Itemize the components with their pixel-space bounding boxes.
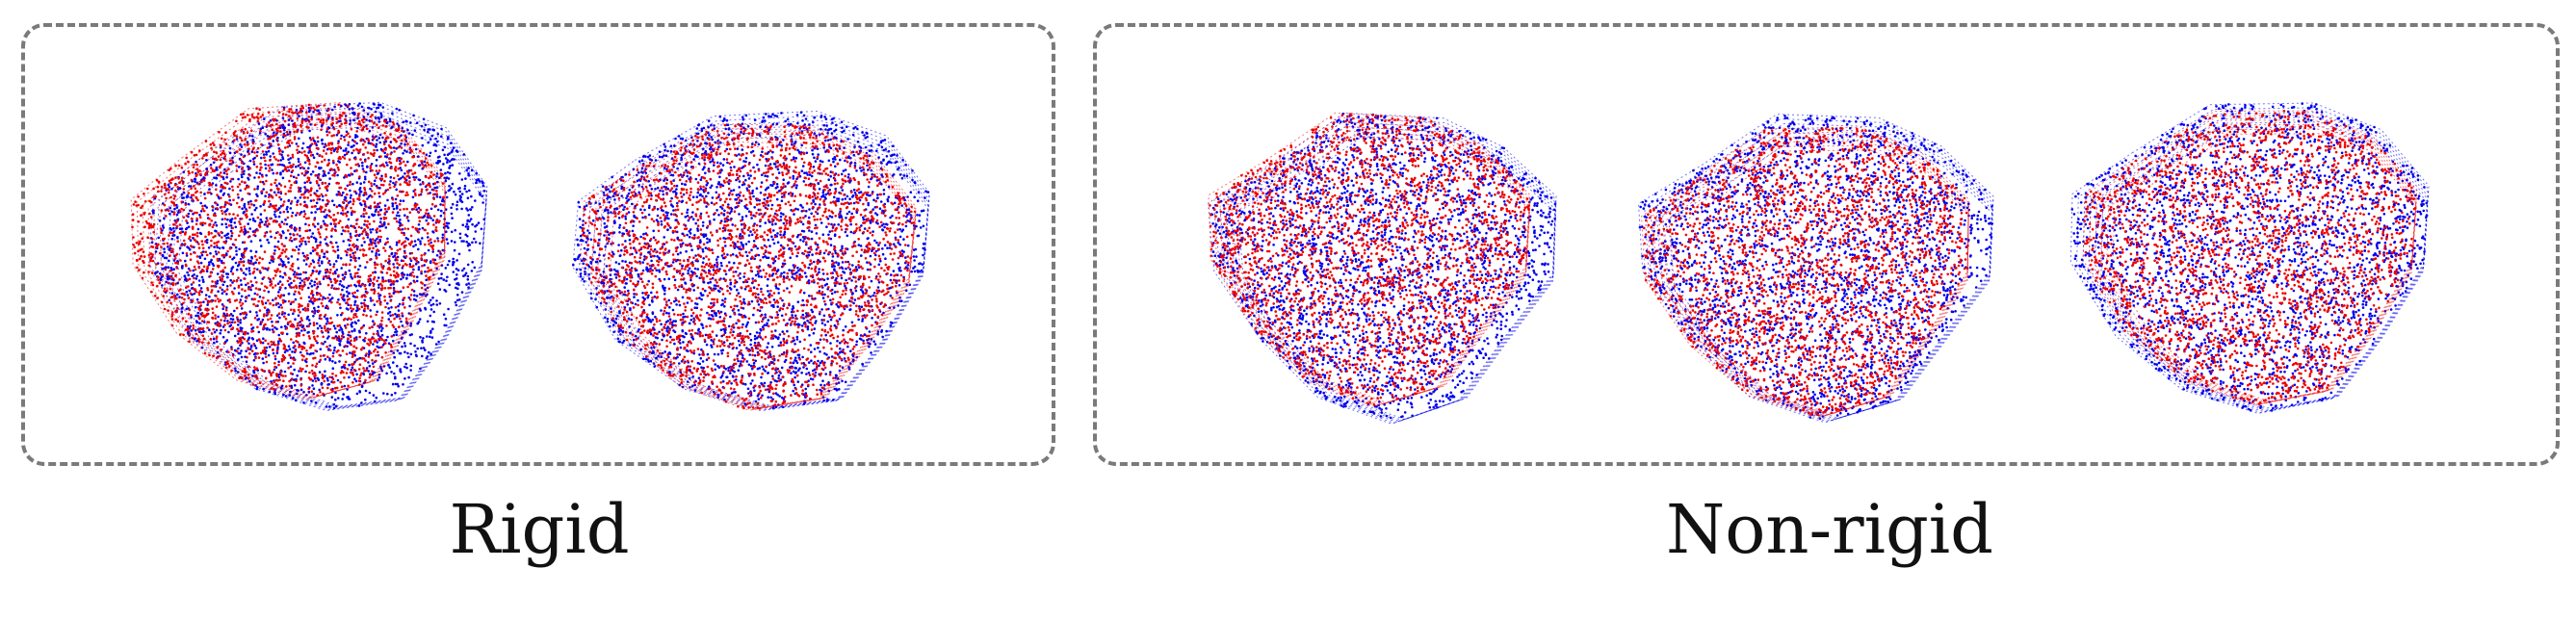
target-point-cloud	[1208, 112, 1531, 407]
rigid-panel-frame	[21, 23, 1055, 466]
rigid-caption: Rigid	[347, 491, 732, 568]
source-point-cloud	[1637, 114, 1994, 424]
nonrigid-caption: Non-rigid	[1627, 491, 2032, 568]
registration-pair-rigid-1	[130, 101, 488, 412]
registration-pair-rigid-2	[572, 110, 930, 412]
target-point-cloud	[580, 122, 917, 411]
registration-pair-nonrigid-1	[1208, 112, 1557, 425]
registration-pair-nonrigid-3	[2069, 102, 2430, 414]
target-point-cloud	[130, 102, 446, 400]
target-point-cloud	[2082, 110, 2418, 406]
registration-pair-nonrigid-2	[1637, 114, 1994, 424]
target-point-cloud	[1640, 126, 1969, 418]
nonrigid-panel-frame	[1093, 23, 2560, 466]
